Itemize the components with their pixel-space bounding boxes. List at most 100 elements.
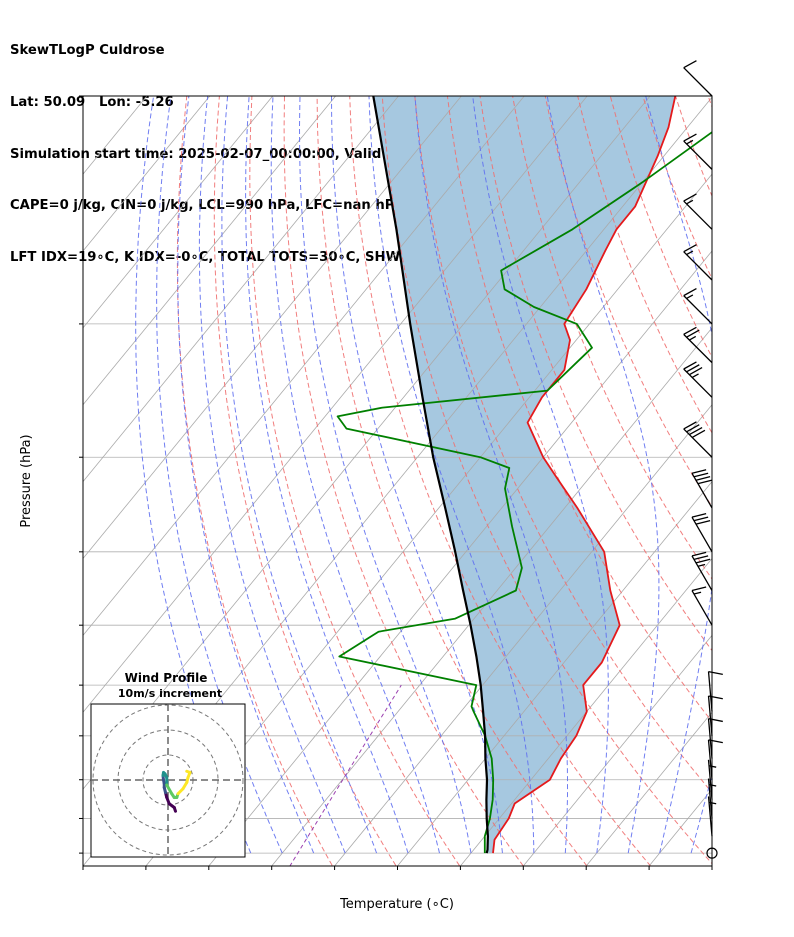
moist-adiabat <box>270 96 440 854</box>
isotherm <box>648 788 712 866</box>
wind-barb-staff <box>683 368 713 398</box>
wind-barb-flag <box>686 329 700 338</box>
moist-adiabat <box>245 96 409 854</box>
wind-barb-flag <box>691 513 707 518</box>
plot-clip-group <box>83 61 794 872</box>
wind-barb-flag <box>691 429 706 438</box>
moist-adiabat <box>645 96 712 854</box>
wind-barb-flag <box>683 133 697 142</box>
wind-barb-half-flag <box>697 563 706 567</box>
isotherm <box>83 96 337 406</box>
wind-barb-flag <box>695 558 711 564</box>
wind-barb-flag <box>683 193 697 202</box>
inset-title: Wind Profile <box>125 671 208 685</box>
isotherm <box>770 61 794 872</box>
wind-barb <box>691 586 713 626</box>
wind-barb-staff <box>691 555 713 591</box>
dry-adiabat <box>381 96 712 865</box>
title-line-station: SkewTLogP Culdrose <box>10 43 165 59</box>
dry-adiabat <box>760 61 794 872</box>
mixing-ratio-line <box>289 684 402 866</box>
isotherm <box>145 173 712 866</box>
x-axis-label: Temperature (∘C) <box>339 897 454 912</box>
moist-adiabat <box>177 96 315 854</box>
wind-barb <box>683 193 713 230</box>
wind-barb-staff <box>683 428 713 458</box>
wind-barb <box>691 469 713 509</box>
wind-barb-flag <box>693 472 709 478</box>
wind-barb-flag <box>686 424 700 433</box>
isotherm <box>711 865 712 866</box>
moist-adiabat <box>472 96 609 854</box>
moist-adiabat <box>368 96 535 854</box>
dry-adiabat <box>213 96 397 866</box>
wind-barb-staff <box>691 516 713 553</box>
moist-adiabat <box>546 96 660 854</box>
wind-barb-half-flag <box>686 294 694 300</box>
dry-adiabat <box>176 96 334 866</box>
dry-adiabat <box>728 61 794 872</box>
hodograph-segment <box>185 769 192 774</box>
hodograph-inset: Wind Profile 10m/s increment <box>90 671 246 858</box>
dewpoint-line <box>336 131 712 854</box>
isotherm <box>522 634 712 866</box>
moist-adiabat <box>331 96 503 854</box>
wind-barb-staff <box>683 200 713 230</box>
isotherm <box>396 480 712 866</box>
isotherm <box>83 96 462 560</box>
wind-barb-flag <box>697 479 713 485</box>
wind-barb-flag <box>683 326 697 335</box>
wind-barb-staff <box>683 140 713 170</box>
wind-barb <box>683 133 713 170</box>
wind-barb-staff <box>683 295 713 325</box>
isotherm <box>83 96 525 636</box>
axes <box>79 95 713 870</box>
wind-barb-flag <box>695 519 711 525</box>
hodograph-segment <box>165 783 174 796</box>
wind-barb-half-flag <box>689 335 697 341</box>
dry-adiabat <box>544 96 712 508</box>
wind-barb-half-flag <box>691 373 699 379</box>
dry-adiabat <box>446 96 712 723</box>
moist-adiabat <box>156 96 283 854</box>
dry-adiabat <box>674 96 712 198</box>
wind-barb <box>683 326 713 364</box>
wind-barb-flag <box>683 361 697 370</box>
moist-adiabat <box>221 96 378 854</box>
isotherm <box>83 96 588 713</box>
y-axis-label: Pressure (hPa) <box>19 434 34 527</box>
wind-barb <box>683 244 713 281</box>
wind-barb-flag <box>689 367 703 376</box>
wind-barbs <box>683 60 723 859</box>
wind-barb <box>683 421 713 458</box>
isotherm <box>83 96 274 329</box>
wind-barb-staff <box>691 472 713 509</box>
wind-barb <box>691 551 713 591</box>
dry-adiabat <box>512 96 712 580</box>
isotherm <box>208 250 712 866</box>
wind-barb-flag <box>693 516 709 522</box>
wind-barb <box>683 361 713 398</box>
wind-barb-half-flag <box>686 250 694 256</box>
isotherm <box>585 711 712 866</box>
temperature-line <box>492 96 677 854</box>
wind-barb <box>683 287 713 325</box>
wind-barb-flag <box>683 244 697 253</box>
parcel-path-line <box>372 96 489 854</box>
wind-barb-flag <box>683 421 697 430</box>
wind-barb-flag <box>689 426 703 436</box>
wind-barb-staff <box>707 739 713 780</box>
wind-barb-staff <box>707 671 713 712</box>
moist-adiabat <box>198 96 346 854</box>
wind-barb-flag <box>686 364 700 373</box>
inset-clip-group <box>91 704 245 857</box>
title-line-location: Lat: 50.09 Lon: -5.26 <box>10 95 174 111</box>
wind-barb-half-flag <box>686 199 694 205</box>
dry-adiabat <box>316 96 588 866</box>
plot-area <box>83 61 794 872</box>
wind-barb-staff <box>683 251 713 281</box>
dry-adiabat <box>249 96 461 866</box>
wind-barb-flag <box>691 551 707 557</box>
wind-barb-flag <box>695 476 711 481</box>
